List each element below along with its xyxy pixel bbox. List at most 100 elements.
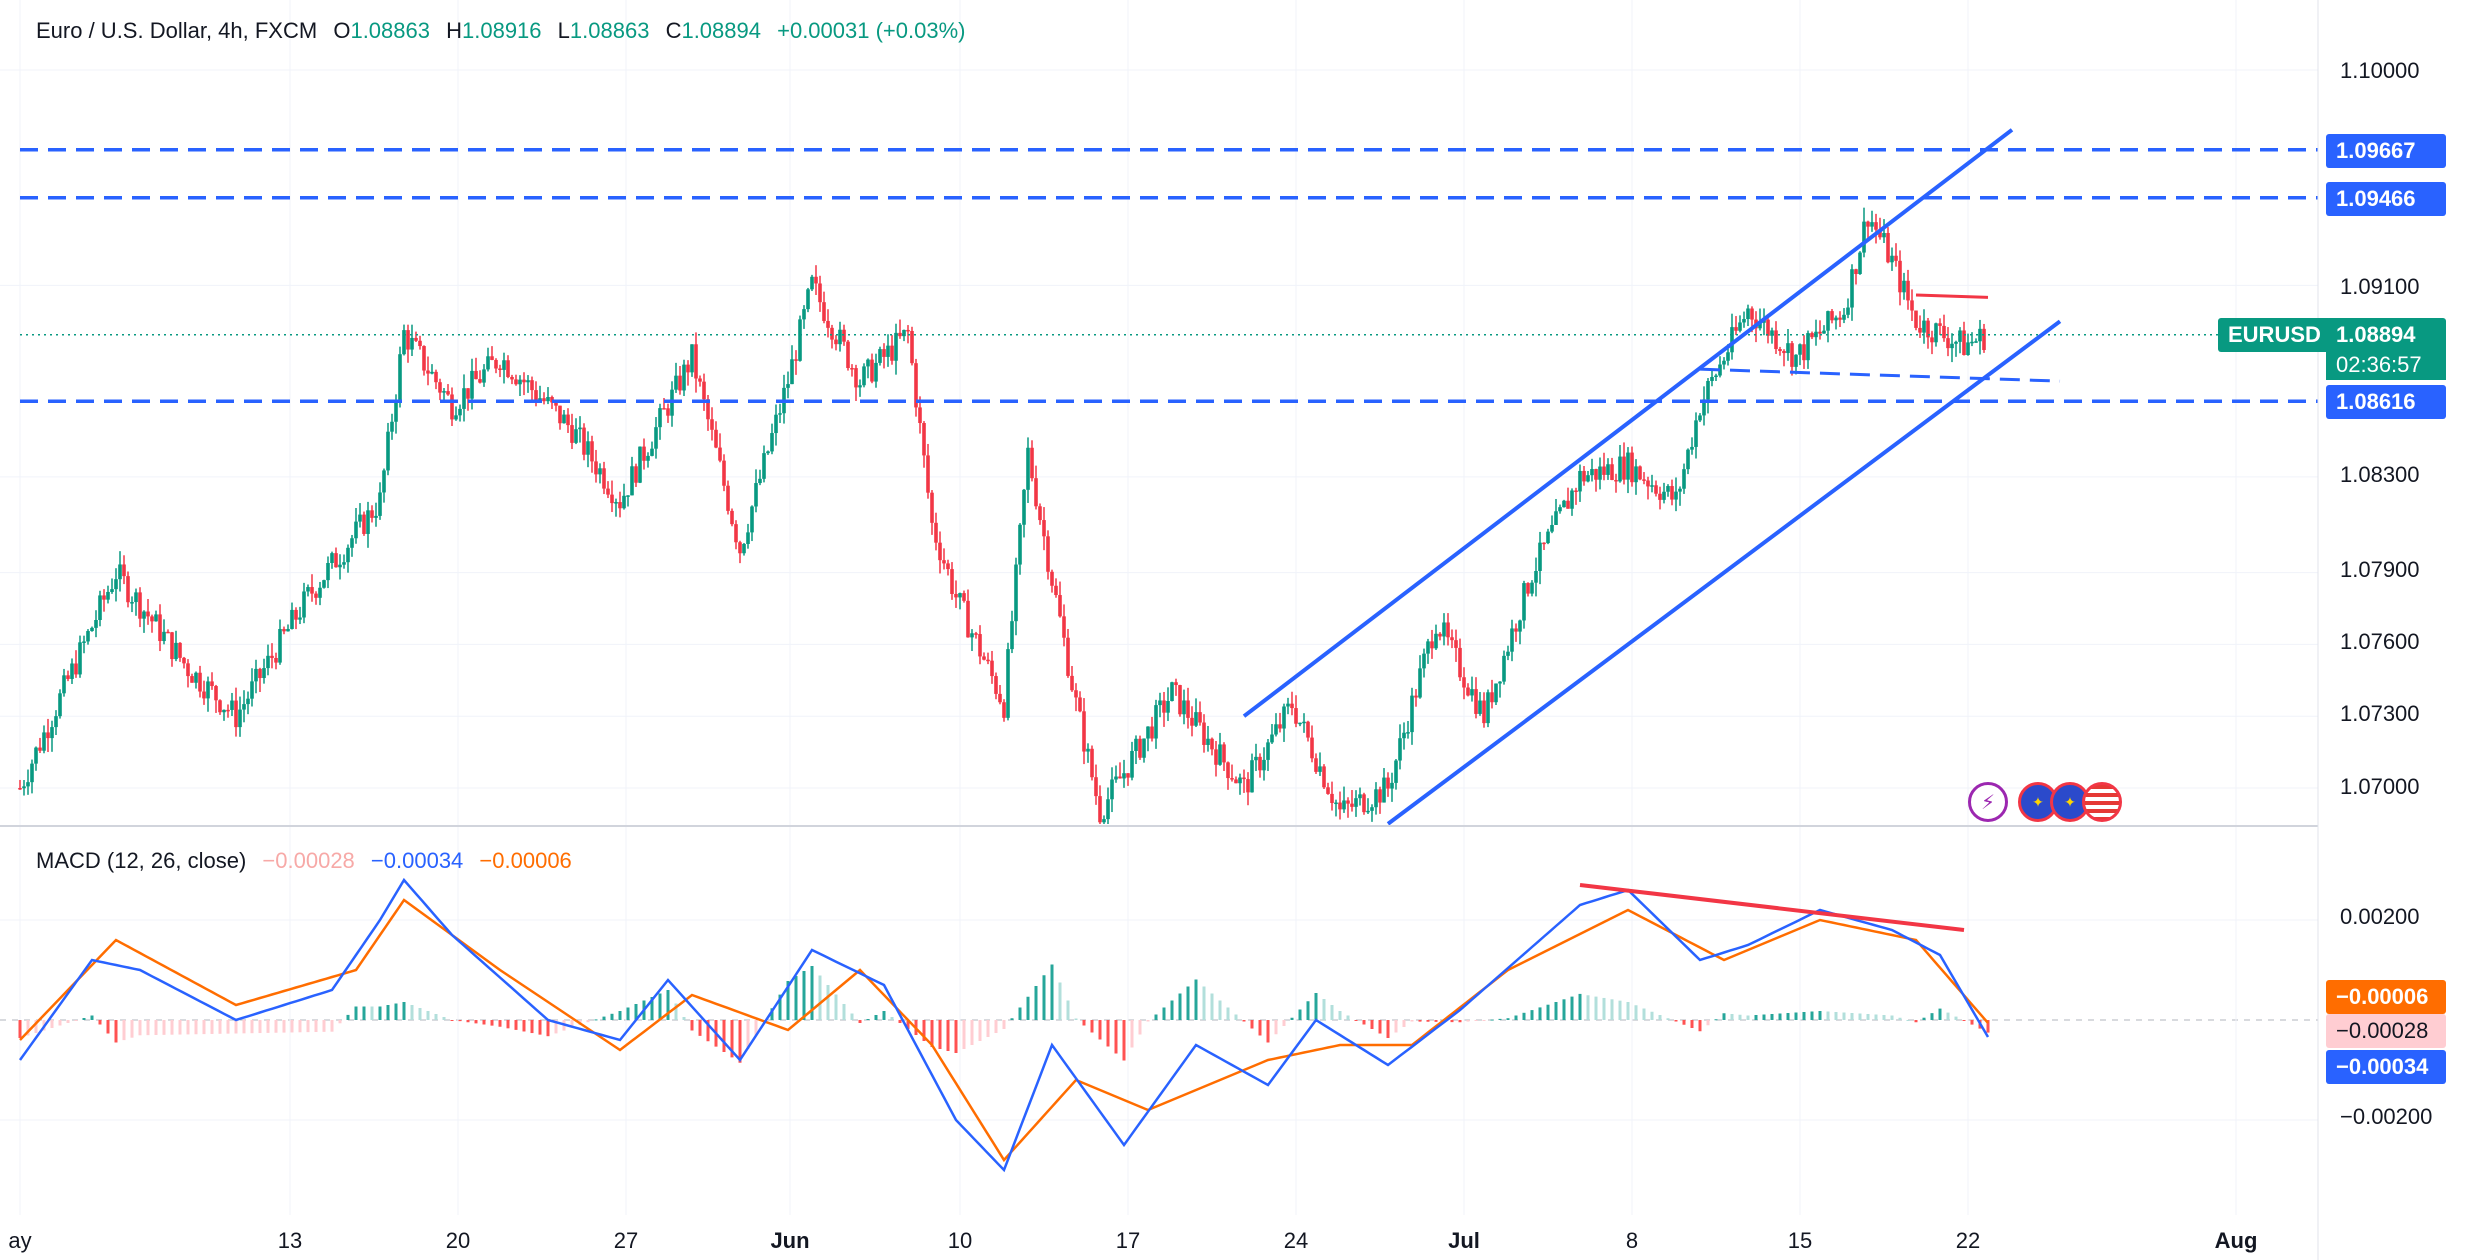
level-tag-3[interactable]: 1.08616 [2326,385,2446,419]
candle-body [358,514,362,522]
macd-histogram-bar [834,994,838,1020]
flash-icon[interactable]: ⚡ [1968,782,2008,822]
candle-body [678,375,682,391]
candle-body [1334,802,1338,805]
candle-body [666,408,670,416]
last-price-tag[interactable]: 1.08894 [2326,318,2446,351]
macd-signal-tag: −0.00006 [2326,980,2446,1014]
macd-histogram-bar [458,1020,462,1022]
candle-body [1618,456,1622,482]
candle-body [1818,331,1822,334]
candle-body [626,495,630,497]
macd-histogram-bar [66,1020,70,1023]
candle-body [966,600,970,638]
candle-body [1782,351,1786,354]
macd-histogram-bar [178,1020,182,1035]
candle-body [314,593,318,598]
candle-body [662,408,666,410]
macd-histogram-bar [1578,993,1582,1020]
candle-body [538,398,542,401]
candle-body [1074,690,1078,698]
candle-body [1126,773,1130,778]
candle-body [238,709,242,728]
macd-histogram-bar [1434,1020,1438,1022]
macd-histogram-bar [610,1013,614,1020]
candle-body [1786,343,1790,354]
candle-body [530,380,534,391]
candle-body [1926,320,1930,338]
candle-body [742,543,746,554]
macd-histogram-bar [1938,1008,1942,1020]
candle-body [1538,542,1542,571]
macd-histogram-bar [466,1020,470,1023]
macd-histogram-bar [1618,1000,1622,1020]
candle-body [606,488,610,495]
eu-flag-icon[interactable]: ✦ [2050,782,2090,822]
macd-histogram-bar [1450,1020,1454,1023]
candle-body [1730,327,1734,353]
candle-body [1350,803,1354,807]
candle-body [514,379,518,385]
candle-body [378,492,382,516]
candle-body [1470,689,1474,696]
macd-histogram-bar [1306,1001,1310,1020]
candle-body [790,359,794,385]
candle-body [1626,452,1630,480]
symbol-title[interactable]: Euro / U.S. Dollar, 4h, FXCM [36,18,318,43]
candle-body [1774,330,1778,350]
candle-body [898,332,902,337]
macd-histogram-bar [258,1020,262,1034]
close-label: C [665,18,682,43]
candle-body [1906,280,1910,301]
macd-histogram-bar [186,1020,190,1035]
x-tick: Aug [2214,1228,2258,1253]
macd-histogram-bar [1882,1015,1886,1020]
candle-body [906,329,910,332]
candle-body [1474,689,1478,714]
candle-body [1958,330,1962,342]
macd-signal-line [19,898,1989,1163]
macd-histogram-bar [1290,1017,1294,1020]
candle-body [686,364,690,373]
low-value: 1.08863 [569,18,650,43]
candle-body [438,382,442,393]
price-tick: 1.07900 [2340,557,2420,582]
candle-body [750,506,754,533]
candle-body [98,595,102,620]
macd-histogram-bar [522,1020,526,1032]
candle-body [850,368,854,370]
candle-body [318,587,322,598]
macd-histogram-bar [506,1020,510,1029]
candle-body [294,609,298,620]
candle-body [1194,712,1198,726]
candle-body [254,668,258,682]
candle-body [1550,524,1554,532]
x-tick: 13 [277,1228,303,1253]
level-tag-2[interactable]: 1.09466 [2326,182,2446,216]
candle-body [1154,705,1158,739]
candle-body [1018,524,1022,565]
macd-histogram-bar [1138,1020,1142,1035]
candle-body [1898,260,1902,293]
macd-histogram-bar [1754,1015,1758,1020]
candle-body [1042,520,1046,537]
candle-body [30,763,34,783]
candle-body [1294,708,1298,724]
symbol-tag[interactable]: EURUSD [2218,318,2331,352]
candle-body [1646,480,1650,487]
candle-body [738,542,742,554]
candle-body [1050,571,1054,586]
macd-histogram-bar [1418,1020,1422,1022]
candle-body [1226,762,1230,779]
macd-title[interactable]: MACD (12, 26, close) [36,848,247,873]
candle-body [1634,466,1638,483]
candle-body [198,672,202,692]
macd-histogram-bar [1402,1020,1406,1027]
candle-body [1662,491,1666,500]
macd-histogram-bar [442,1017,446,1020]
candle-body [1070,675,1074,691]
us-flag-icon[interactable] [2082,782,2122,822]
candle-body [122,564,126,577]
level-tag-1[interactable]: 1.09667 [2326,134,2446,168]
